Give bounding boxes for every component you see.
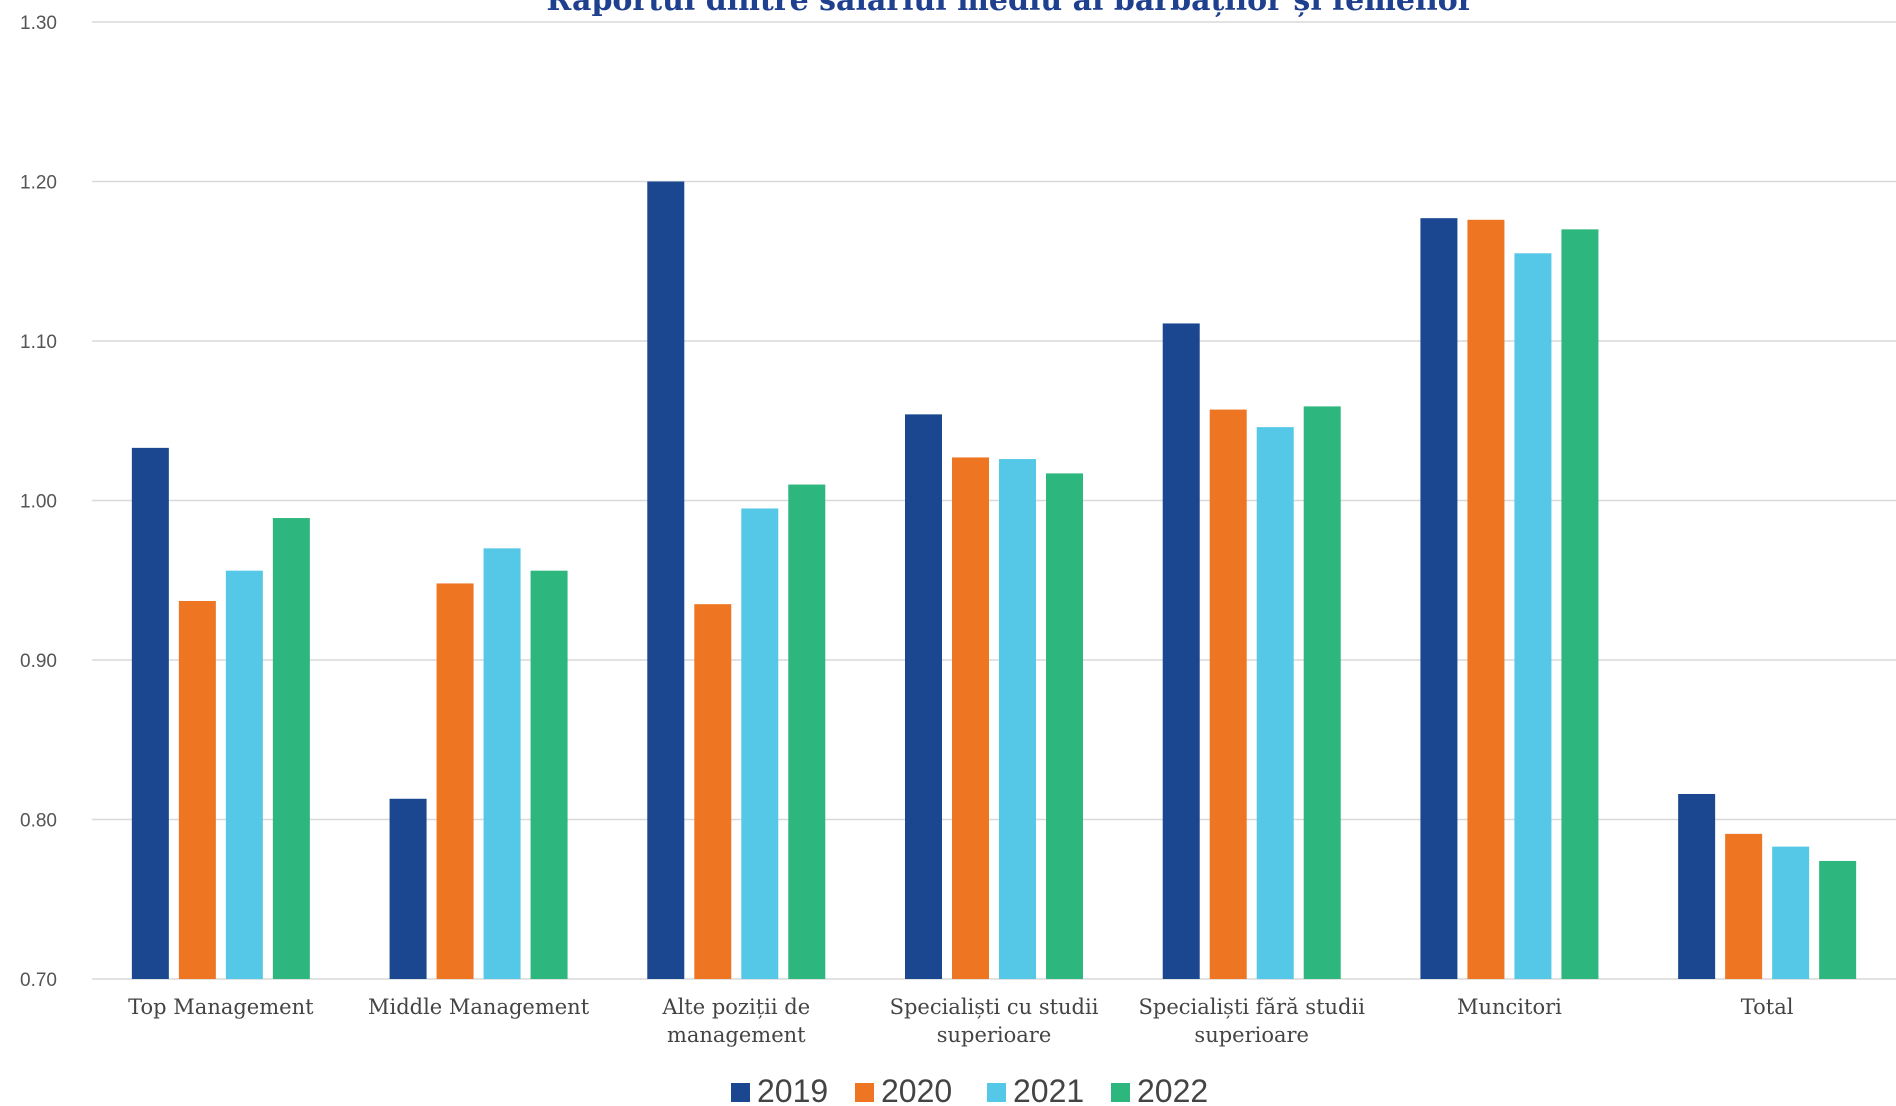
y-tick-label: 1.20 — [20, 173, 57, 194]
x-tick-label: management — [667, 1023, 806, 1047]
x-tick-label: superioare — [1194, 1023, 1309, 1047]
y-tick-label: 0.80 — [20, 811, 57, 832]
bar-2020 — [436, 583, 474, 979]
legend-label-2020: 2020 — [881, 1073, 952, 1106]
legend-swatch-2020 — [855, 1083, 874, 1102]
legend-label-2022: 2022 — [1137, 1073, 1208, 1106]
x-tick-label: Middle Management — [368, 995, 590, 1019]
bars-layer — [131, 181, 1857, 980]
bar-2019 — [647, 181, 685, 979]
bar-2020 — [1467, 219, 1505, 979]
x-tick-label: Alte poziții de — [661, 995, 810, 1019]
y-tick-label: 0.90 — [20, 651, 57, 672]
bar-2022 — [272, 518, 310, 979]
bar-2022 — [1561, 229, 1599, 980]
x-tick-label: Specialiști cu studii — [890, 995, 1099, 1019]
x-tick-label: Muncitori — [1457, 995, 1562, 1019]
legend-swatch-2022 — [1111, 1083, 1130, 1102]
bar-2022 — [788, 484, 826, 979]
bar-2020 — [952, 457, 989, 979]
legend-swatch-2021 — [987, 1083, 1006, 1102]
bar-2022 — [530, 570, 568, 979]
y-tick-label: 1.30 — [20, 13, 57, 34]
x-tick-label: Top Management — [128, 995, 314, 1019]
grid-layer — [92, 21, 1896, 980]
bar-2019 — [131, 447, 169, 979]
legend-swatch-2019 — [731, 1083, 750, 1102]
bar-2020 — [1725, 833, 1763, 979]
bar-2019 — [905, 414, 942, 979]
bar-2021 — [225, 570, 263, 979]
y-tick-label: 0.70 — [20, 970, 57, 991]
bar-2020 — [1209, 409, 1247, 980]
bar-2022 — [1303, 406, 1341, 979]
bar-2019 — [1162, 323, 1200, 980]
legend: 2019 2020 2021 2022 — [731, 1073, 1208, 1106]
bar-2021 — [741, 508, 779, 979]
bar-2021 — [1256, 427, 1294, 979]
bar-2020 — [178, 600, 216, 979]
x-tick-label: Total — [1741, 995, 1794, 1019]
bar-2021 — [1514, 253, 1552, 979]
bar-2022 — [1819, 860, 1857, 979]
x-tick-label: Specialiști fără studii — [1138, 995, 1365, 1019]
bar-2019 — [1420, 218, 1458, 979]
bar-2021 — [999, 459, 1036, 979]
legend-label-2021: 2021 — [1013, 1073, 1084, 1106]
bar-2021 — [1772, 846, 1810, 979]
bar-2021 — [483, 548, 521, 979]
labels-layer: 0.70 0.80 0.90 1.00 1.10 1.20 1.30 Top Manageme… — [20, 13, 1794, 1047]
chart-title: Raportul dintre salariul mediu al bărbaț… — [546, 0, 1474, 18]
bar-2019 — [1678, 793, 1716, 979]
bar-2019 — [389, 798, 427, 979]
y-tick-label: 1.10 — [20, 332, 57, 353]
y-tick-label: 1.00 — [20, 492, 57, 513]
legend-label-2019: 2019 — [757, 1073, 828, 1106]
x-tick-label: superioare — [937, 1023, 1052, 1047]
bar-2020 — [694, 604, 732, 979]
bar-2022 — [1046, 473, 1083, 979]
